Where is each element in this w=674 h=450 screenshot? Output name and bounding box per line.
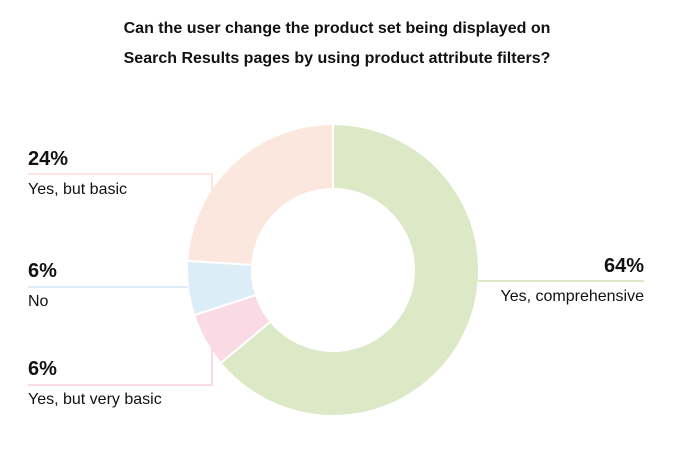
label-percent-no: 6% bbox=[28, 260, 57, 282]
chart-title-line-1: Can the user change the product set bein… bbox=[123, 20, 551, 37]
label-percent-yes-very-basic: 6% bbox=[28, 358, 57, 380]
label-name-yes-basic: Yes, but basic bbox=[28, 181, 127, 198]
label-name-yes-very-basic: Yes, but very basic bbox=[28, 391, 162, 408]
chart-title-line-2: Search Results pages by using product at… bbox=[123, 50, 551, 67]
chart-title: Can the user change the product set bein… bbox=[0, 14, 674, 74]
donut-slices bbox=[186, 122, 480, 417]
label-leader-lines bbox=[28, 173, 644, 386]
slice-yes-basic bbox=[186, 122, 334, 266]
label-percent-yes-basic: 24% bbox=[28, 148, 68, 170]
label-name-yes-comprehensive: Yes, comprehensive bbox=[501, 288, 645, 305]
label-percent-yes-comprehensive: 64% bbox=[604, 255, 644, 277]
label-name-no: No bbox=[28, 293, 49, 310]
leader-yes-very-basic bbox=[28, 345, 213, 386]
slice-yes-comprehensive bbox=[219, 122, 480, 417]
leader-yes-basic bbox=[28, 173, 213, 197]
